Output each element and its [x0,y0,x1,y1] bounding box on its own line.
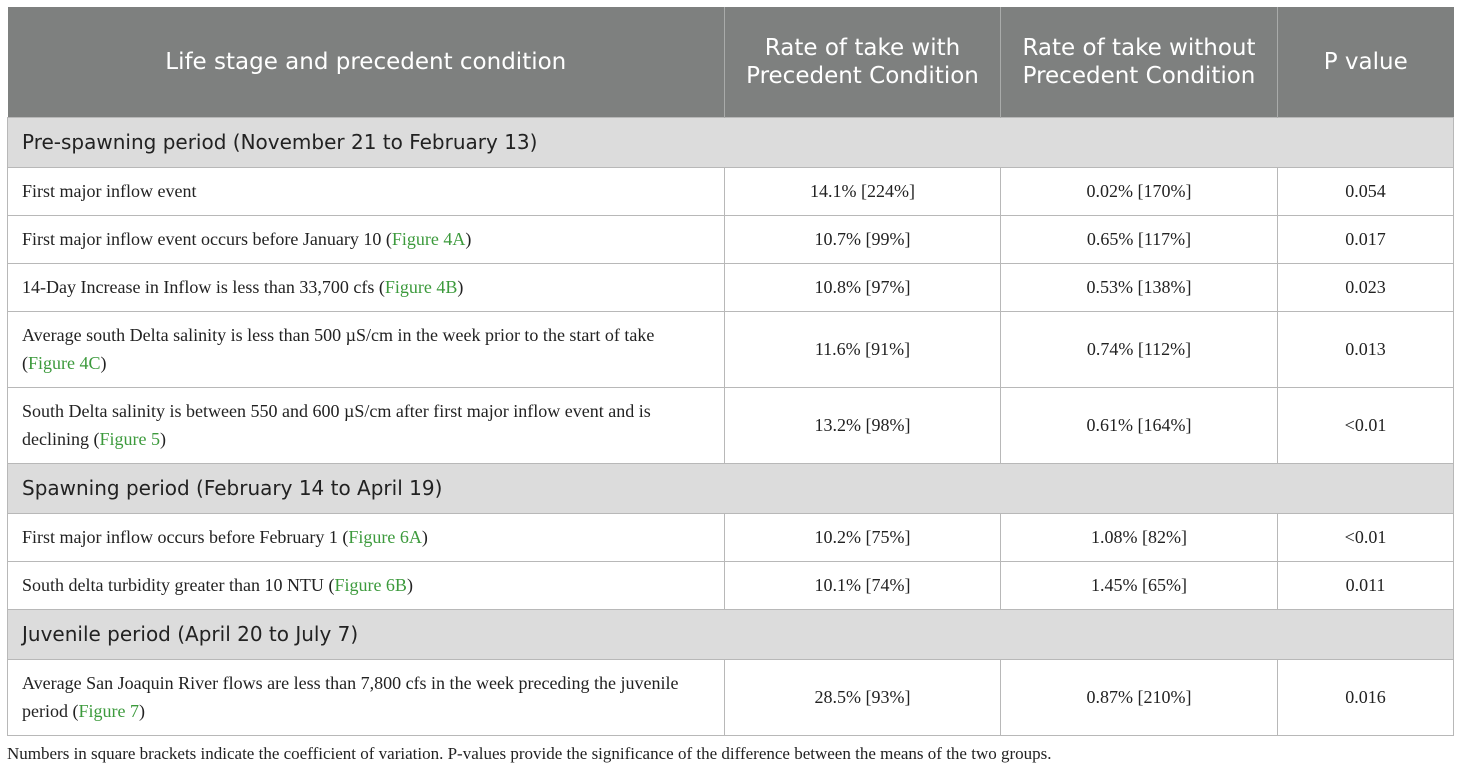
condition-cell: First major inflow occurs before Februar… [7,512,725,562]
rate-without-cell: 0.65% [117%] [1000,214,1278,264]
rate-with-cell: 10.7% [99%] [724,214,1001,264]
rate-without-cell: 0.87% [210%] [1000,658,1278,736]
figure-link[interactable]: Figure 4C [28,353,101,373]
condition-text: Average San Joaquin River flows are less… [22,673,679,721]
header-row: Life stage and precedent condition Rate … [7,7,1454,117]
rate-with-cell: 10.2% [75%] [724,512,1001,562]
header-rate-with: Rate of take with Precedent Condition [724,7,1001,117]
rate-without-cell: 1.08% [82%] [1000,512,1278,562]
figure-link[interactable]: Figure 4B [384,277,458,297]
rate-with-cell: 14.1% [224%] [724,166,1001,216]
section-title: Spawning period (February 14 to April 19… [7,462,1454,514]
condition-cell: South delta turbidity greater than 10 NT… [7,560,725,610]
condition-text: First major inflow event [22,181,197,201]
condition-text: First major inflow event occurs before J… [22,229,382,249]
figure-link[interactable]: Figure 5 [99,429,160,449]
results-table: Life stage and precedent condition Rate … [7,7,1454,736]
p-value-cell: 0.054 [1277,166,1454,216]
rate-without-cell: 1.45% [65%] [1000,560,1278,610]
rate-without-cell: 0.02% [170%] [1000,166,1278,216]
condition-cell: Average San Joaquin River flows are less… [7,658,725,736]
rate-without-cell: 0.61% [164%] [1000,386,1278,464]
table-row: First major inflow event occurs before J… [7,214,1454,264]
condition-text: 14-Day Increase in Inflow is less than 3… [22,277,375,297]
condition-cell: Average south Delta salinity is less tha… [7,310,725,388]
rate-with-cell: 10.8% [97%] [724,262,1001,312]
table-row: First major inflow occurs before Februar… [7,512,1454,562]
p-value-cell: <0.01 [1277,386,1454,464]
condition-cell: South Delta salinity is between 550 and … [7,386,725,464]
rate-with-cell: 28.5% [93%] [724,658,1001,736]
condition-cell: First major inflow event occurs before J… [7,214,725,264]
table-row: South Delta salinity is between 550 and … [7,386,1454,464]
rate-without-cell: 0.74% [112%] [1000,310,1278,388]
p-value-cell: <0.01 [1277,512,1454,562]
rate-with-cell: 10.1% [74%] [724,560,1001,610]
section-row: Pre-spawning period (November 21 to Febr… [7,116,1454,168]
rate-with-cell: 11.6% [91%] [724,310,1001,388]
condition-cell: First major inflow event [7,166,725,216]
table-footnote: Numbers in square brackets indicate the … [7,744,1052,763]
section-row: Spawning period (February 14 to April 19… [7,462,1454,514]
table-row: 14-Day Increase in Inflow is less than 3… [7,262,1454,312]
table-row: First major inflow event 14.1% [224%] 0.… [7,166,1454,216]
figure-link[interactable]: Figure 4A [391,229,466,249]
condition-text: First major inflow occurs before Februar… [22,527,338,547]
p-value-cell: 0.013 [1277,310,1454,388]
condition-text: South delta turbidity greater than 10 NT… [22,575,324,595]
rate-with-cell: 13.2% [98%] [724,386,1001,464]
data-table-container: Life stage and precedent condition Rate … [7,7,1454,736]
table-row: Average San Joaquin River flows are less… [7,658,1454,736]
figure-link[interactable]: Figure 6A [348,527,422,547]
p-value-cell: 0.023 [1277,262,1454,312]
rate-without-cell: 0.53% [138%] [1000,262,1278,312]
table-row: South delta turbidity greater than 10 NT… [7,560,1454,610]
p-value-cell: 0.016 [1277,658,1454,736]
condition-text: South Delta salinity is between 550 and … [22,401,651,449]
figure-link[interactable]: Figure 7 [78,701,139,721]
table-row: Average south Delta salinity is less tha… [7,310,1454,388]
section-title: Pre-spawning period (November 21 to Febr… [7,116,1454,168]
p-value-cell: 0.011 [1277,560,1454,610]
p-value-cell: 0.017 [1277,214,1454,264]
condition-cell: 14-Day Increase in Inflow is less than 3… [7,262,725,312]
header-rate-without: Rate of take without Precedent Condition [1000,7,1278,117]
condition-text: Average south Delta salinity is less tha… [22,325,655,345]
header-p-value: P value [1277,7,1454,117]
figure-link[interactable]: Figure 6B [334,575,407,595]
header-life-stage: Life stage and precedent condition [7,7,725,117]
section-row: Juvenile period (April 20 to July 7) [7,608,1454,660]
section-title: Juvenile period (April 20 to July 7) [7,608,1454,660]
